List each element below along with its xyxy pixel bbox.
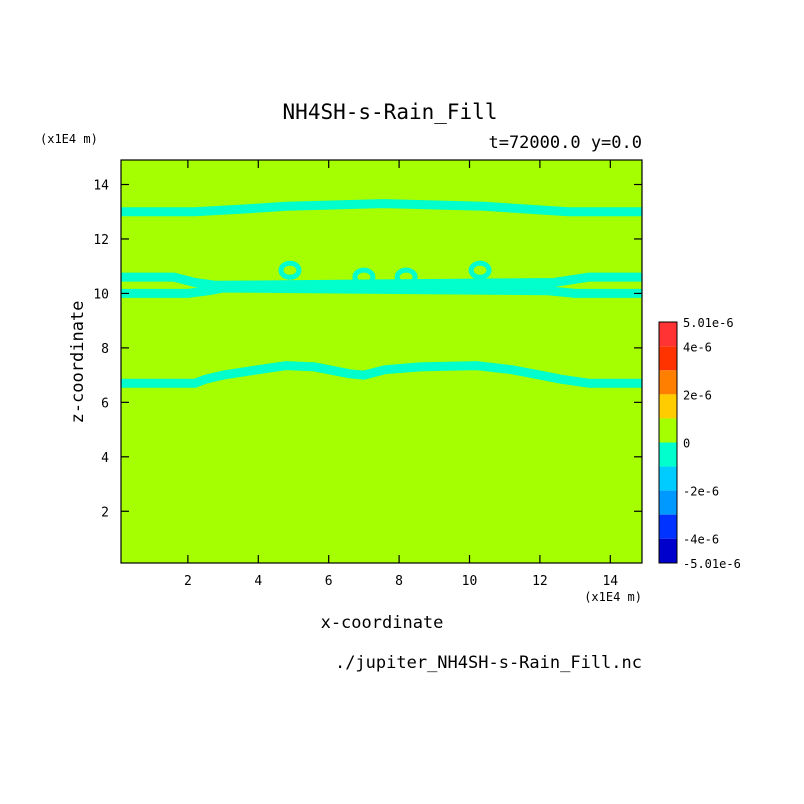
field-background xyxy=(121,160,642,563)
chart-subtitle: t=72000.0 y=0.0 xyxy=(488,133,642,153)
colorbar-label-2: 4e-6 xyxy=(683,340,712,354)
x-tick-label-8: 8 xyxy=(395,574,403,589)
colorbar-frame xyxy=(658,321,678,564)
file-name: ./jupiter_NH4SH-s-Rain_Fill.nc xyxy=(335,653,642,673)
x-tick-label-14: 14 xyxy=(602,574,618,589)
negative-band-3 xyxy=(121,283,642,298)
colorbar-label-4: 0 xyxy=(683,437,690,451)
colorbar-label-5: -2e-6 xyxy=(683,485,719,499)
x-tick-label-4: 4 xyxy=(254,574,262,589)
x-axis-label: x-coordinate xyxy=(321,613,444,633)
y-tick-label-12: 12 xyxy=(93,233,109,248)
negative-band-1 xyxy=(121,361,642,388)
chart-title: NH4SH-s-Rain_Fill xyxy=(283,100,498,124)
colorbar xyxy=(658,321,678,564)
colorbar-label-1: 5.01e-6 xyxy=(683,316,734,330)
y-tick-label-4: 4 xyxy=(101,451,109,466)
plot-frame xyxy=(120,159,643,564)
x-tick-label-6: 6 xyxy=(325,574,333,589)
colorbar-bin-1 xyxy=(659,322,677,347)
colorbar-bin-2 xyxy=(659,346,677,371)
x-unit-label: (x1E4 m) xyxy=(584,590,642,604)
negative-band-4 xyxy=(121,199,642,217)
x-tick-label-2: 2 xyxy=(184,574,192,589)
y-tick-label-14: 14 xyxy=(93,179,109,194)
x-tick-label-12: 12 xyxy=(532,574,548,589)
colorbar-bin-10 xyxy=(659,538,677,563)
negative-blob-2 xyxy=(352,267,376,287)
colorbar-bin-4 xyxy=(659,394,677,419)
z-unit-label: (x1E4 m) xyxy=(40,132,98,146)
negative-blob-4 xyxy=(468,260,492,280)
colorbar-bin-5 xyxy=(659,418,677,443)
plot-area xyxy=(120,159,643,564)
y-tick-label-2: 2 xyxy=(101,505,109,520)
colorbar-bin-7 xyxy=(659,466,677,491)
colorbar-label-3: 2e-6 xyxy=(683,388,712,402)
colorbar-label-7: -5.01e-6 xyxy=(683,557,741,571)
y-tick-label-8: 8 xyxy=(101,342,109,357)
x-tick-label-10: 10 xyxy=(462,574,478,589)
colorbar-bin-6 xyxy=(659,442,677,467)
y-tick-label-6: 6 xyxy=(101,396,109,411)
colorbar-bin-3 xyxy=(659,370,677,395)
y-tick-label-10: 10 xyxy=(93,287,109,302)
colorbar-label-6: -4e-6 xyxy=(683,533,719,547)
colorbar-bin-8 xyxy=(659,490,677,515)
colorbar-bin-9 xyxy=(659,514,677,539)
negative-blob-1 xyxy=(278,260,302,280)
negative-blob-3 xyxy=(394,267,418,287)
y-axis-label: z-coordinate xyxy=(68,301,88,424)
